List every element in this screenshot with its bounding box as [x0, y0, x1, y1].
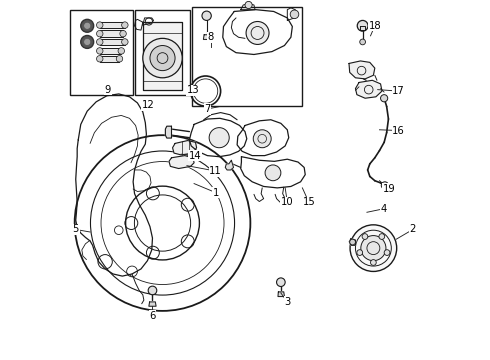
Polygon shape: [169, 156, 194, 168]
Circle shape: [246, 22, 269, 44]
Text: 10: 10: [281, 197, 294, 207]
Circle shape: [370, 260, 376, 265]
Text: 7: 7: [204, 104, 211, 114]
Circle shape: [381, 95, 388, 102]
Circle shape: [362, 234, 368, 239]
Circle shape: [357, 21, 368, 31]
Circle shape: [97, 48, 103, 54]
Text: 18: 18: [368, 21, 381, 31]
Circle shape: [290, 10, 299, 19]
Circle shape: [148, 286, 157, 295]
Circle shape: [84, 39, 91, 45]
Circle shape: [350, 225, 397, 271]
Text: 4: 4: [381, 204, 387, 214]
Polygon shape: [349, 61, 375, 79]
Text: 6: 6: [149, 311, 156, 320]
Circle shape: [253, 130, 271, 148]
Circle shape: [360, 39, 366, 45]
Polygon shape: [100, 48, 122, 54]
Circle shape: [202, 11, 211, 21]
Circle shape: [245, 1, 252, 9]
Text: 11: 11: [209, 166, 222, 176]
Text: 17: 17: [392, 86, 405, 96]
Circle shape: [81, 36, 94, 48]
Circle shape: [120, 31, 126, 37]
Polygon shape: [360, 26, 366, 30]
Polygon shape: [100, 31, 123, 37]
Polygon shape: [203, 35, 210, 40]
Polygon shape: [100, 55, 120, 62]
Circle shape: [116, 55, 122, 62]
Polygon shape: [278, 292, 285, 297]
Text: 13: 13: [187, 85, 199, 95]
Text: 3: 3: [284, 297, 291, 307]
Circle shape: [350, 239, 355, 245]
Circle shape: [361, 235, 386, 261]
Text: 14: 14: [189, 150, 201, 161]
Circle shape: [379, 234, 385, 239]
Polygon shape: [172, 140, 196, 155]
Text: 9: 9: [105, 85, 111, 95]
Bar: [135, 10, 191, 95]
Circle shape: [381, 182, 389, 189]
Text: 19: 19: [383, 184, 395, 194]
Text: 1: 1: [212, 188, 219, 198]
Polygon shape: [143, 22, 182, 90]
Circle shape: [118, 48, 124, 54]
Circle shape: [357, 250, 363, 256]
Circle shape: [209, 128, 229, 148]
Polygon shape: [166, 126, 171, 138]
Circle shape: [84, 22, 91, 30]
Circle shape: [276, 278, 285, 287]
Text: 16: 16: [392, 126, 405, 135]
Text: 15: 15: [302, 197, 315, 207]
Circle shape: [81, 19, 94, 32]
Circle shape: [122, 39, 128, 45]
Bar: [70, 10, 133, 95]
Text: 5: 5: [73, 225, 79, 234]
Polygon shape: [100, 22, 125, 28]
Polygon shape: [355, 80, 382, 98]
Circle shape: [122, 22, 128, 28]
Text: 8: 8: [208, 32, 214, 42]
Circle shape: [150, 45, 175, 71]
Polygon shape: [149, 302, 156, 306]
Circle shape: [384, 250, 390, 256]
Polygon shape: [225, 160, 234, 170]
Bar: [192, 7, 302, 107]
Circle shape: [97, 39, 103, 45]
Circle shape: [97, 22, 103, 28]
Text: 2: 2: [410, 225, 416, 234]
Circle shape: [97, 55, 103, 62]
Polygon shape: [100, 39, 125, 45]
Circle shape: [265, 165, 281, 181]
Text: 12: 12: [142, 100, 154, 111]
Polygon shape: [350, 238, 355, 245]
Circle shape: [97, 31, 103, 37]
Circle shape: [143, 39, 182, 78]
